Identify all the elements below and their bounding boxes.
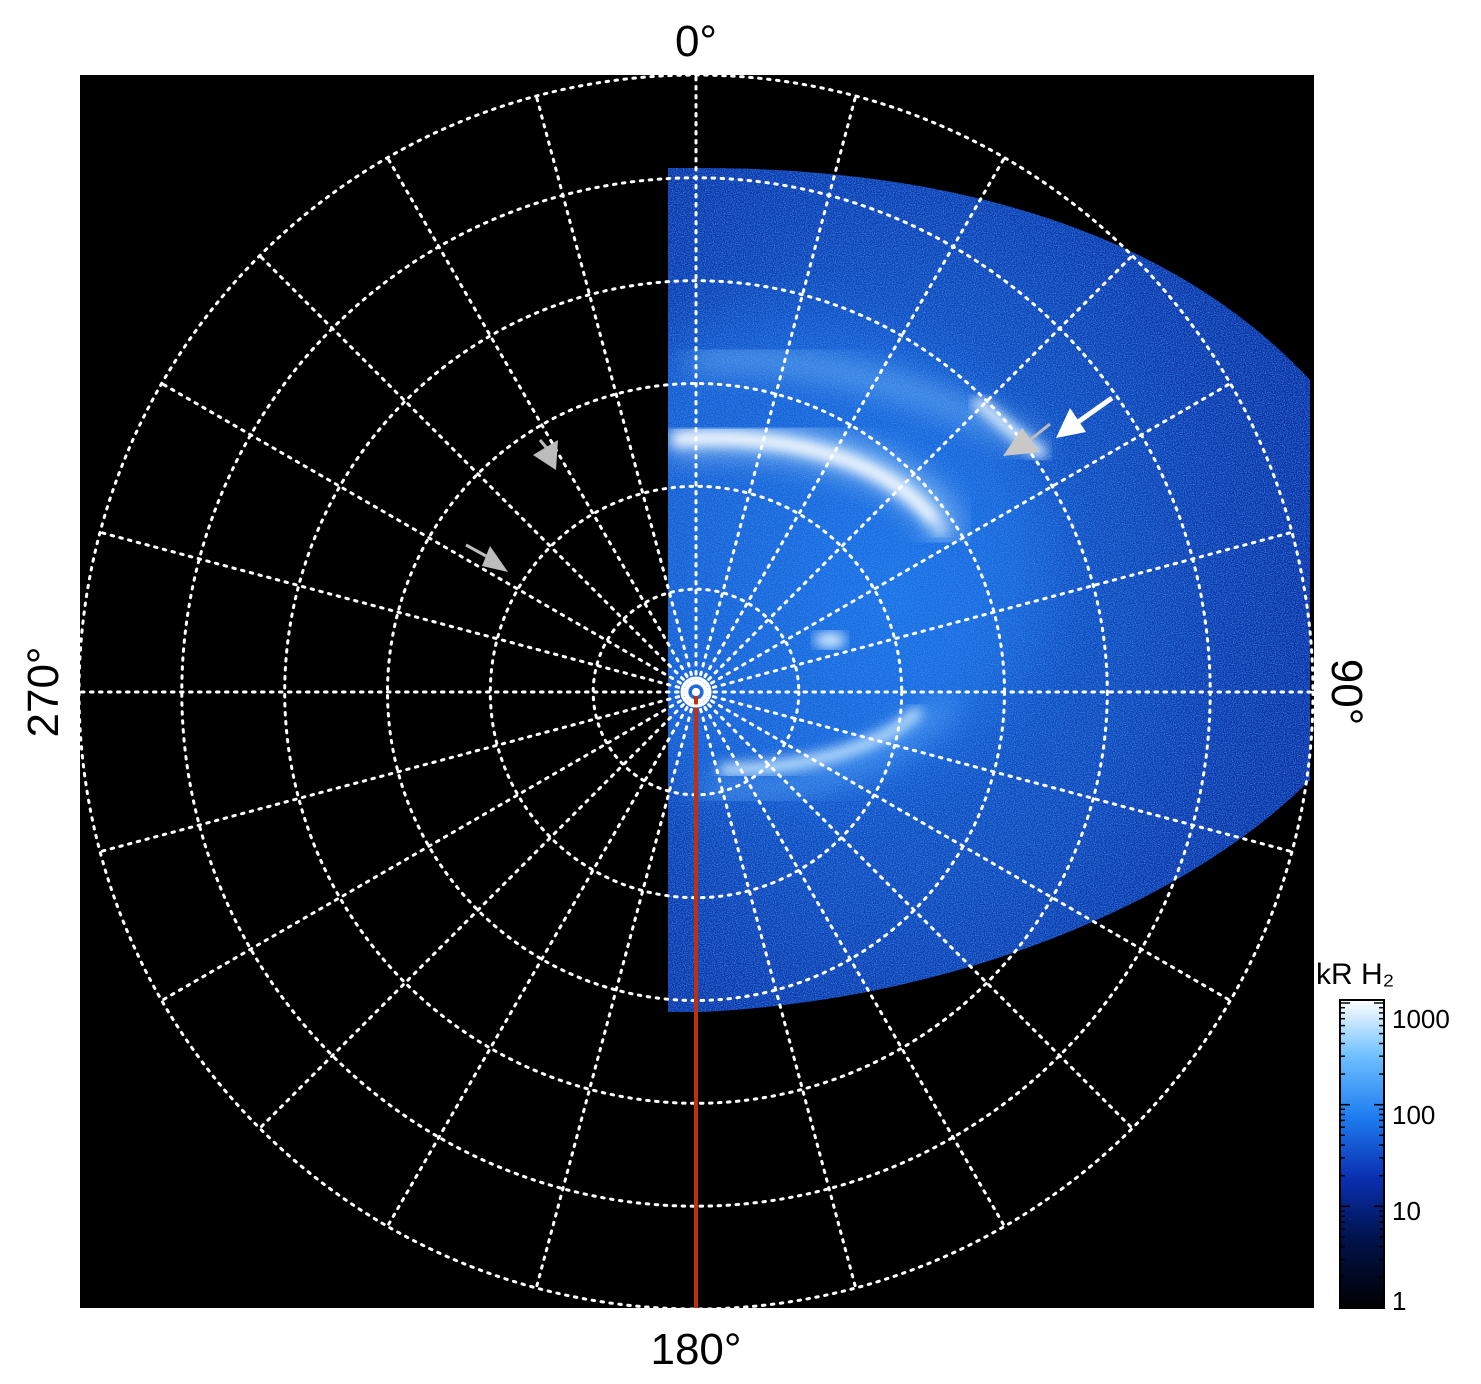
colorbar: kR H₂ 1000 100 10 1 (1316, 958, 1450, 1316)
pole-marker (680, 676, 712, 708)
meridian-gridline (694, 690, 858, 1290)
inner-emission-arc (719, 705, 925, 776)
polar-spot (814, 632, 846, 648)
bright-arrow (1056, 395, 1114, 438)
colorbar-tick-10: 10 (1392, 1196, 1421, 1226)
grey-arrow-lower-left (465, 543, 508, 572)
meridian-gridline (694, 94, 858, 694)
emission-image (668, 168, 1310, 1012)
meridian-gridline (694, 254, 1134, 694)
meridian-gridline (258, 690, 698, 1130)
meridian-gridline (534, 690, 698, 1290)
colorbar-tick-100: 100 (1392, 1100, 1435, 1130)
meridian-gridline (160, 690, 698, 1002)
colorbar-title: kR H₂ (1316, 958, 1394, 991)
meridian-gridline (694, 690, 1294, 854)
colorbar-tick-1: 1 (1392, 1286, 1406, 1316)
grey-arrow-right (1003, 422, 1051, 456)
pole-dot (692, 688, 700, 696)
meridian-gridline (534, 94, 698, 694)
label-bottom: 180° (650, 1325, 741, 1374)
meridian-gridline (694, 690, 1232, 1002)
label-left: 270° (19, 646, 68, 737)
latitude-ring (283, 279, 1109, 1105)
meridian-gridline (98, 690, 698, 854)
meridian-gridline (694, 382, 1232, 694)
meridian-gridline (98, 530, 698, 694)
colorbar-tick-1000: 1000 (1392, 1004, 1450, 1034)
meridian-gridline (694, 690, 1006, 1228)
meridian-gridline (694, 530, 1294, 694)
meridian-gridline (694, 156, 1006, 694)
meridian-gridline (258, 254, 698, 694)
meridian-gridline (694, 690, 1134, 1130)
meridian-gridline (386, 690, 698, 1228)
label-top: 0° (675, 17, 717, 66)
polar-grid (80, 75, 1314, 1308)
meridian-gridline (160, 382, 698, 694)
meridian-gridline (386, 156, 698, 694)
latitude-ring (80, 75, 1314, 1308)
label-right: 90° (1322, 659, 1371, 726)
colorbar-gradient (1339, 999, 1385, 1309)
grey-arrow-upper-left (533, 439, 558, 470)
